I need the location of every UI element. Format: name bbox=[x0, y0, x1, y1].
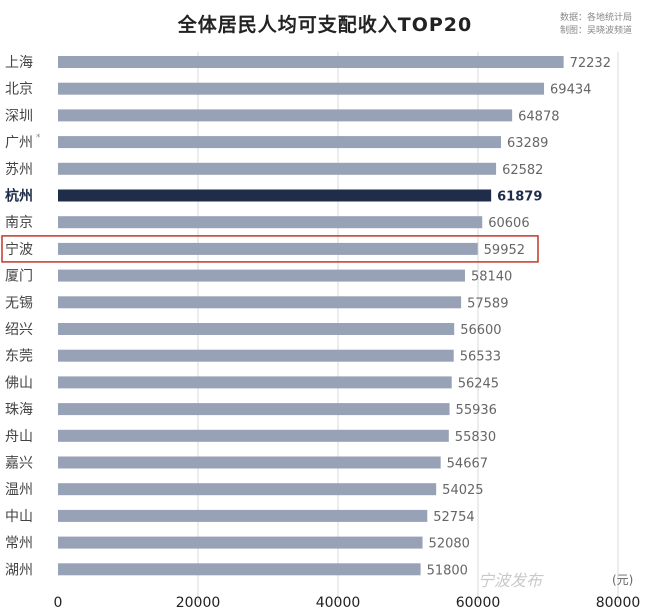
data-label: 55936 bbox=[456, 403, 497, 418]
bar bbox=[58, 136, 502, 149]
category-label: 东莞 bbox=[5, 349, 33, 365]
bar bbox=[58, 429, 449, 442]
bar bbox=[58, 509, 428, 522]
bar bbox=[58, 242, 478, 255]
watermark: 宁波发布 bbox=[478, 571, 544, 590]
data-label: 54667 bbox=[447, 457, 488, 472]
bar bbox=[58, 456, 441, 469]
unit-label: (元) bbox=[612, 573, 633, 587]
category-label: 温州 bbox=[5, 482, 33, 498]
category-label: 宁波 bbox=[5, 241, 33, 258]
category-label: 深圳 bbox=[5, 108, 33, 124]
category-label: 舟山 bbox=[5, 429, 33, 445]
category-label: 无锡 bbox=[5, 295, 33, 311]
x-tick-label: 20000 bbox=[176, 595, 221, 611]
data-label: 56245 bbox=[458, 376, 499, 391]
category-label: 嘉兴 bbox=[5, 456, 33, 472]
bar bbox=[58, 349, 454, 362]
bar bbox=[58, 109, 513, 122]
data-label: 58140 bbox=[471, 270, 512, 285]
category-label: 上海 bbox=[5, 55, 33, 71]
bar bbox=[58, 563, 421, 576]
footnote-mark: * bbox=[36, 133, 41, 143]
bar bbox=[58, 376, 452, 389]
highlight-box bbox=[1, 235, 539, 263]
data-label: 72232 bbox=[570, 56, 611, 71]
bar bbox=[58, 82, 545, 95]
data-label: 64878 bbox=[518, 109, 559, 124]
category-label: 绍兴 bbox=[5, 322, 33, 338]
category-label: 佛山 bbox=[5, 375, 33, 391]
bar bbox=[58, 323, 455, 335]
bar bbox=[58, 216, 483, 229]
data-label: 51800 bbox=[427, 563, 468, 578]
data-label: 63289 bbox=[507, 136, 548, 151]
data-label: 62582 bbox=[502, 163, 543, 178]
data-label: 57589 bbox=[467, 296, 508, 311]
bar bbox=[58, 483, 437, 496]
bar bbox=[58, 162, 497, 175]
bar bbox=[58, 56, 564, 68]
category-label: 厦门 bbox=[5, 269, 33, 285]
category-label: 杭州 bbox=[5, 188, 33, 205]
x-tick-label: 80000 bbox=[596, 595, 641, 611]
bar bbox=[58, 189, 492, 202]
category-label: 南京 bbox=[5, 215, 33, 231]
category-label: 苏州 bbox=[5, 162, 33, 178]
x-tick-label: 60000 bbox=[456, 595, 501, 611]
chart-title: 全体居民人均可支配收入TOP20 bbox=[177, 14, 473, 36]
data-label: 52754 bbox=[433, 510, 474, 525]
data-label: 52080 bbox=[429, 537, 470, 552]
source-line-credit: 制图：吴晓波频道 bbox=[560, 26, 633, 36]
category-label: 常州 bbox=[5, 536, 33, 552]
source-line-data: 数据：各地统计局 bbox=[560, 13, 633, 23]
category-label: 广州 bbox=[5, 135, 33, 151]
data-label: 69434 bbox=[550, 83, 591, 98]
data-label: 54025 bbox=[442, 483, 483, 498]
x-tick-label: 40000 bbox=[316, 595, 361, 611]
data-label: 59952 bbox=[484, 243, 525, 258]
bar bbox=[58, 536, 423, 549]
bar bbox=[58, 296, 462, 309]
category-label: 北京 bbox=[5, 82, 33, 98]
data-label: 56600 bbox=[460, 323, 501, 338]
bar bbox=[58, 403, 450, 416]
data-label: 56533 bbox=[460, 350, 501, 365]
x-tick-label: 0 bbox=[54, 595, 63, 611]
bar bbox=[58, 269, 465, 282]
category-label: 湖州 bbox=[5, 562, 33, 578]
data-label: 55830 bbox=[455, 430, 496, 445]
category-label: 珠海 bbox=[5, 402, 33, 418]
data-label: 60606 bbox=[488, 216, 529, 231]
category-label: 中山 bbox=[5, 509, 33, 525]
data-label: 61879 bbox=[497, 190, 542, 205]
